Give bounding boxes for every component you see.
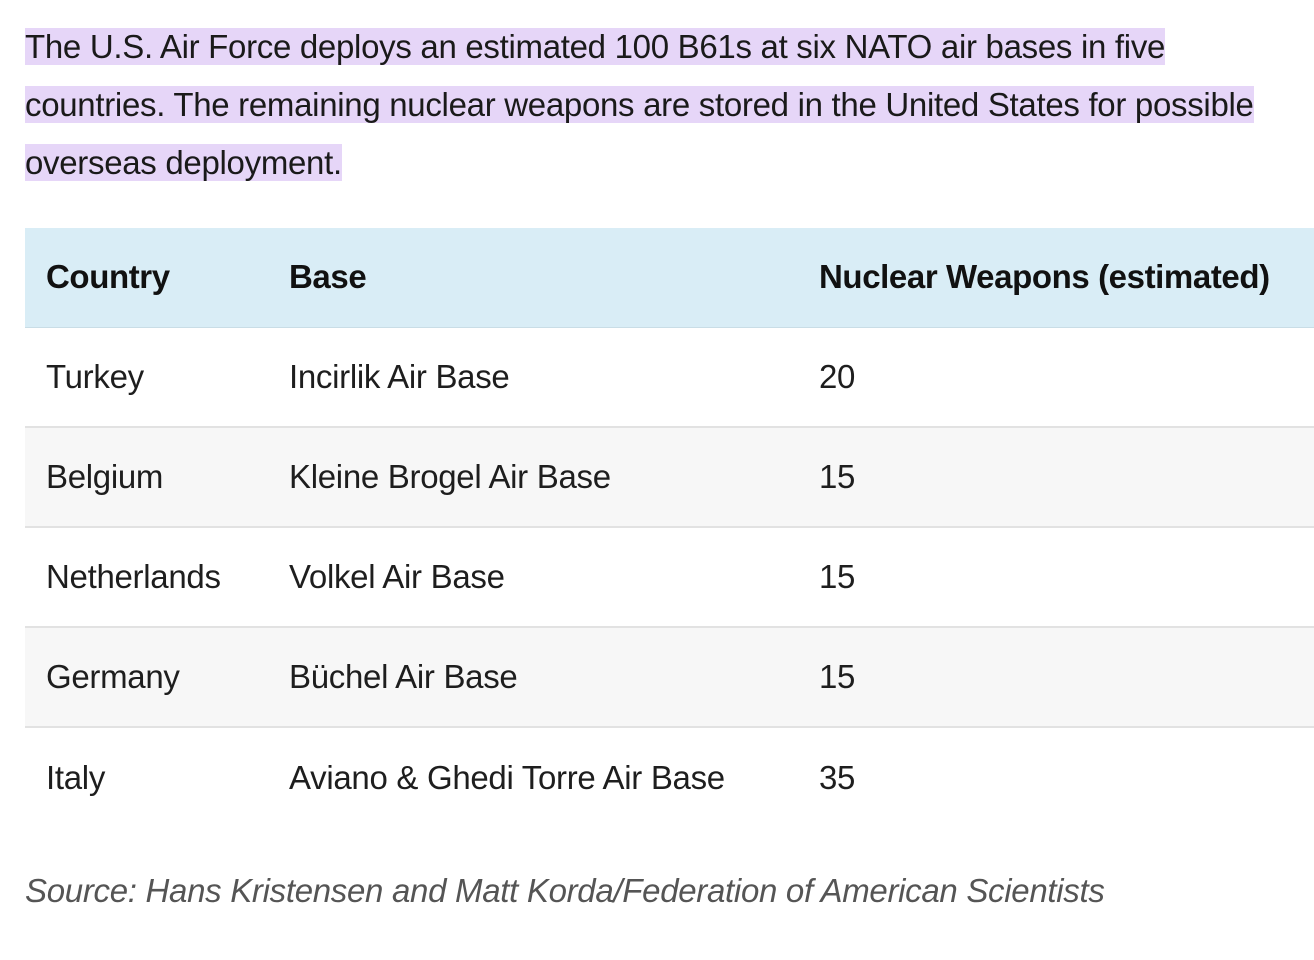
highlighted-text: The U.S. Air Force deploys an estimated … [25,28,1254,181]
table-row: Italy Aviano & Ghedi Torre Air Base 35 [25,727,1314,827]
cell-weapons: 35 [819,758,856,796]
table-body: Turkey Incirlik Air Base 20 Belgium Klei… [25,327,1314,827]
weapons-table-container: Country Base Nuclear Weapons (estimated)… [25,228,1314,827]
source-caption: Source: Hans Kristensen and Matt Korda/F… [25,872,1105,909]
cell-base: Volkel Air Base [268,527,799,628]
cell-base: Incirlik Air Base [268,327,799,428]
column-header-weapons: Nuclear Weapons (estimated) [799,228,1314,328]
cell-weapons: 15 [799,427,1314,528]
cell-country: Belgium [25,427,268,528]
table-row: Belgium Kleine Brogel Air Base 15 [25,427,1314,528]
table-header-row: Country Base Nuclear Weapons (estimated) [25,228,1314,328]
table-row: Germany Büchel Air Base 15 [25,627,1314,728]
column-header-base: Base [268,228,799,328]
cell-weapons: 15 [799,527,1314,628]
weapons-table: Country Base Nuclear Weapons (estimated)… [25,228,1314,827]
cell-base: Kleine Brogel Air Base [268,427,799,528]
cell-weapons: 20 [799,327,1314,428]
table-row: Turkey Incirlik Air Base 20 [25,327,1314,428]
table-header: Country Base Nuclear Weapons (estimated) [25,228,1314,328]
cell-country: Italy [46,758,106,796]
intro-paragraph: The U.S. Air Force deploys an estimated … [25,18,1285,192]
cell-country: Netherlands [25,527,268,628]
cell-country: Germany [25,627,268,728]
cell-base: Büchel Air Base [268,627,799,728]
column-header-country: Country [25,228,268,328]
table-row: Netherlands Volkel Air Base 15 [25,527,1314,628]
cell-country: Turkey [25,327,268,428]
cell-weapons: 15 [799,627,1314,728]
cell-base: Aviano & Ghedi Torre Air Base [289,758,725,796]
